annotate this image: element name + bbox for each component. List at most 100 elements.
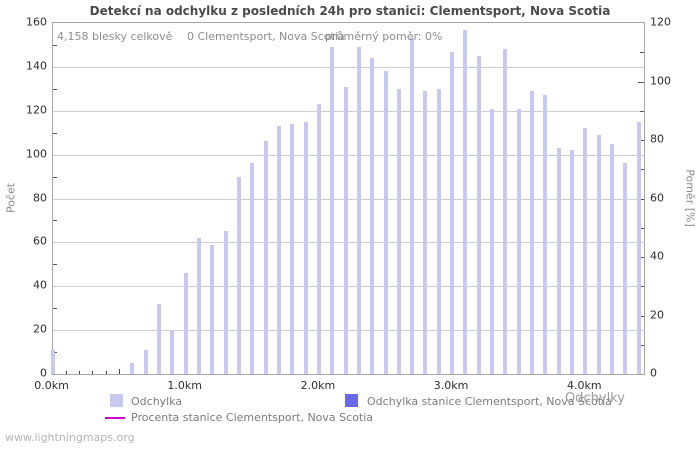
bar bbox=[490, 108, 495, 374]
bar bbox=[543, 95, 548, 374]
bar bbox=[503, 49, 508, 374]
gridline bbox=[53, 286, 644, 288]
bar bbox=[183, 273, 188, 374]
site-watermark: www.lightningmaps.org bbox=[5, 431, 135, 444]
gridline bbox=[53, 330, 644, 332]
bar bbox=[197, 238, 202, 374]
y-axis-left-tick-label: 100 bbox=[26, 147, 47, 161]
bar bbox=[396, 88, 401, 374]
bar bbox=[316, 104, 321, 374]
y-axis-right-tick bbox=[640, 227, 644, 229]
y-axis-right-tick-label: 0 bbox=[650, 366, 657, 380]
legend-label-procenta: Procenta stanice Clementsport, Nova Scot… bbox=[131, 411, 374, 424]
y-axis-right-tick bbox=[640, 110, 644, 112]
bar bbox=[223, 231, 228, 374]
x-axis-minor-tick bbox=[79, 371, 81, 374]
y-axis-left-tick-label: 40 bbox=[33, 278, 47, 292]
x-axis-minor-tick bbox=[65, 371, 67, 374]
x-axis-minor-tick bbox=[92, 371, 94, 374]
bar bbox=[383, 71, 388, 374]
legend-swatch-station-odchylka bbox=[345, 394, 358, 407]
y-axis-left-tick-label: 140 bbox=[26, 59, 47, 73]
y-axis-minor-tick bbox=[53, 88, 57, 90]
y-axis-minor-tick bbox=[53, 308, 57, 310]
bar bbox=[583, 128, 588, 374]
y-axis-left-tick-label: 0 bbox=[40, 366, 47, 380]
gridline bbox=[53, 66, 644, 68]
y-axis-left-tick-label: 160 bbox=[26, 15, 47, 29]
bar bbox=[356, 47, 361, 374]
bar bbox=[130, 363, 135, 374]
y-axis-minor-tick bbox=[53, 176, 57, 178]
x-axis-tick-label: 0.0km bbox=[34, 379, 69, 392]
y-axis-right-tick-label: 20 bbox=[650, 308, 664, 321]
y-axis-right-tick-label: 80 bbox=[650, 132, 664, 146]
gridline bbox=[53, 154, 644, 156]
chart-title: Detekcí na odchylku z posledních 24h pro… bbox=[89, 4, 611, 18]
bar bbox=[330, 47, 335, 374]
y-axis-right-tick bbox=[638, 257, 644, 258]
plot-area bbox=[50, 22, 645, 375]
legend-label-odchylka: Odchylka bbox=[131, 395, 183, 408]
bar bbox=[276, 126, 281, 374]
y-axis-right-tick-label: 100 bbox=[650, 74, 671, 87]
bar bbox=[157, 303, 162, 374]
bar bbox=[463, 29, 468, 374]
y-axis-right-tick bbox=[640, 344, 644, 346]
y-axis-minor-tick bbox=[53, 44, 57, 46]
y-axis-right-tick bbox=[638, 198, 644, 200]
annotation-station-count: 0 Clementsport, Nova Scotia bbox=[187, 30, 345, 43]
x-axis-tick-label: 3.0km bbox=[433, 379, 469, 392]
bar bbox=[516, 108, 521, 374]
x-axis-tick-label: 2.0km bbox=[300, 379, 336, 392]
y-axis-right-tick-label: 120 bbox=[650, 15, 671, 29]
y-axis-right-tick-label: 60 bbox=[650, 191, 664, 204]
bar bbox=[170, 330, 175, 374]
bar bbox=[636, 121, 641, 374]
bar bbox=[143, 349, 148, 374]
legend-label-station-odchylka: Odchylka stanice Clementsport, Nova Scot… bbox=[367, 395, 612, 408]
y-axis-title-right: Poměr [%] bbox=[683, 169, 697, 227]
y-axis-right-tick-label: 40 bbox=[650, 249, 664, 263]
annotation-average-ratio: průměrný poměr: 0% bbox=[325, 30, 443, 43]
bar bbox=[476, 55, 481, 374]
bar bbox=[290, 123, 295, 374]
y-axis-right-tick bbox=[640, 169, 644, 171]
bar bbox=[530, 91, 535, 374]
bar bbox=[436, 88, 441, 374]
bar bbox=[263, 141, 268, 374]
x-axis-minor-tick bbox=[119, 369, 121, 374]
y-axis-minor-tick bbox=[53, 132, 57, 134]
bar bbox=[410, 38, 415, 374]
bar bbox=[556, 148, 561, 374]
y-axis-left-tick-label: 20 bbox=[33, 322, 47, 336]
y-axis-left-tick-label: 120 bbox=[26, 103, 47, 117]
bar bbox=[596, 134, 601, 374]
bar bbox=[343, 86, 348, 374]
gridline bbox=[53, 110, 644, 112]
x-axis-tick-label: 1.0km bbox=[167, 379, 202, 392]
gridline bbox=[53, 198, 644, 200]
legend-line-procenta bbox=[105, 417, 125, 419]
bar bbox=[609, 143, 614, 374]
x-axis-minor-tick bbox=[105, 371, 107, 374]
legend-swatch-odchylka bbox=[110, 394, 123, 407]
y-axis-minor-tick bbox=[53, 352, 57, 354]
bar bbox=[50, 349, 55, 374]
y-axis-right-tick bbox=[638, 81, 644, 83]
y-axis-minor-tick bbox=[53, 220, 57, 222]
bar bbox=[623, 163, 628, 374]
bar bbox=[250, 163, 255, 374]
x-axis-tick-label: 4.0km bbox=[567, 379, 602, 392]
y-axis-left-tick-label: 60 bbox=[33, 234, 47, 248]
annotation-total-strikes: 4,158 blesky celkově bbox=[57, 30, 173, 43]
plot-canvas bbox=[50, 23, 644, 374]
y-axis-right-tick bbox=[640, 286, 644, 288]
y-axis-left-tick-label: 80 bbox=[33, 191, 47, 204]
bar bbox=[569, 150, 574, 374]
y-axis-right-tick bbox=[638, 315, 644, 317]
gridline bbox=[53, 242, 644, 244]
x-axis-title: Odchylky bbox=[565, 391, 625, 406]
y-axis-minor-tick bbox=[53, 264, 57, 266]
